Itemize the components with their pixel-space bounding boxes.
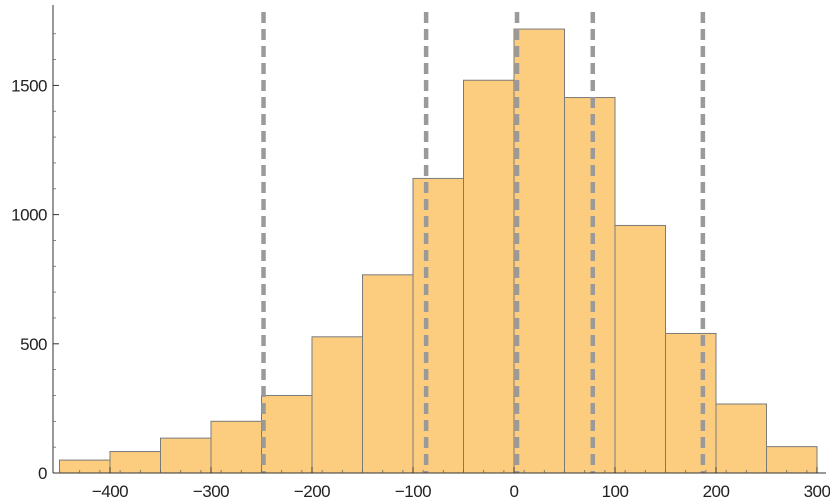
histogram-bar-9 [513,28,565,474]
x-tick-label: −100 [395,482,431,501]
x-tick-label: 300 [804,482,830,501]
x-tick-label: −300 [193,482,229,501]
histogram-bar-2 [160,437,212,474]
y-axis-ticks: 0 500 1000 1500 [11,33,59,483]
x-axis-ticks: −400 −300 −200 −100 0 100 200 300 [59,467,830,501]
histogram-bar-6 [362,274,414,474]
histogram-bar-13 [715,403,767,474]
histogram-bar-14 [766,446,818,474]
histogram-bar-8 [463,79,515,474]
histogram-bar-4 [261,394,313,474]
histogram-bar-11 [614,224,666,474]
histogram-bar-0 [59,459,111,474]
x-tick-label: 0 [510,482,519,501]
y-tick-label: 500 [20,335,47,354]
axes [52,5,826,474]
y-tick-label: 0 [38,464,47,483]
x-tick-label: 200 [703,482,730,501]
y-tick-label: 1500 [11,76,47,95]
histogram-bar-5 [311,336,363,474]
histogram-bar-3 [210,420,262,474]
histogram-bar-10 [564,97,616,474]
x-tick-label: −400 [92,482,128,501]
y-tick-label: 1000 [11,206,47,225]
histogram-bar-7 [412,177,464,474]
histogram-bars [59,28,818,474]
histogram-bar-12 [665,332,717,474]
histogram-bar-1 [109,451,161,474]
reference-lines [261,12,706,473]
x-tick-label: 100 [602,482,629,501]
x-tick-label: −200 [294,482,330,501]
